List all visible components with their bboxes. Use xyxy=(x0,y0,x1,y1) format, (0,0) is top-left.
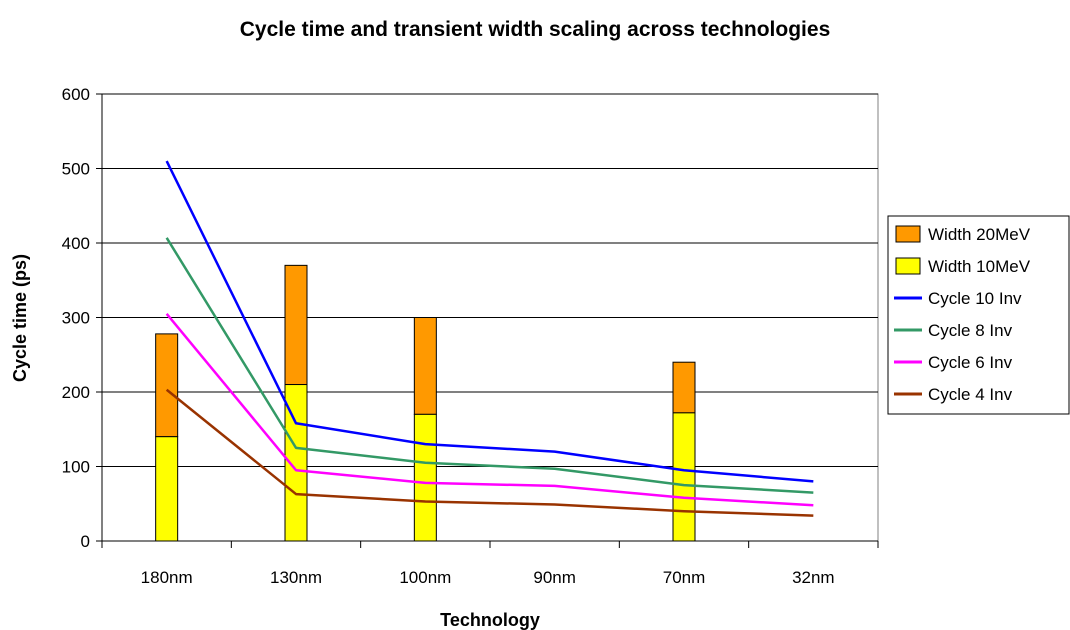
series-line-cycle-8-inv xyxy=(165,237,814,494)
series-line-cycle-10-inv xyxy=(165,160,814,483)
y-tick-label: 500 xyxy=(62,160,90,179)
series-line-cycle-6-inv xyxy=(165,312,814,507)
series-lines xyxy=(165,160,814,517)
chart-title: Cycle time and transient width scaling a… xyxy=(239,18,831,41)
bar-width-10mev xyxy=(413,413,437,542)
axes xyxy=(96,93,879,548)
legend-label: Cycle 6 Inv xyxy=(928,353,1013,372)
x-tick-label: 180nm xyxy=(141,568,193,587)
legend-label: Cycle 10 Inv xyxy=(928,289,1022,308)
bar-width-10mev xyxy=(672,412,696,542)
legend-label: Width 20MeV xyxy=(928,225,1031,244)
y-tick-label: 100 xyxy=(62,458,90,477)
bar-width-20mev xyxy=(672,361,696,414)
bar-width-20mev xyxy=(155,333,179,438)
legend-label: Cycle 4 Inv xyxy=(928,385,1013,404)
legend-swatch xyxy=(895,257,921,275)
tick-labels: 0 100 200 300 400 500 600 180nm 130nm 100nm 90nm 70… xyxy=(62,85,835,587)
y-axis-title: Cycle time (ps) xyxy=(10,254,30,382)
bar-width-20mev xyxy=(413,317,437,415)
x-tick-label: 130nm xyxy=(270,568,322,587)
y-tick-label: 300 xyxy=(62,309,90,328)
y-tick-label: 600 xyxy=(62,85,90,104)
bar-width-20mev xyxy=(284,264,308,386)
y-tick-label: 400 xyxy=(62,234,90,253)
y-tick-label: 200 xyxy=(62,383,90,402)
legend-label: Cycle 8 Inv xyxy=(928,321,1013,340)
bars xyxy=(155,264,696,542)
y-tick-label: 0 xyxy=(81,532,90,551)
x-tick-label: 70nm xyxy=(663,568,706,587)
legend-swatch xyxy=(895,225,921,243)
grid-lines xyxy=(101,93,879,542)
legend: Width 20MeV Width 10MeV Cycle 10 Inv Cycle … xyxy=(887,215,1070,415)
legend-box xyxy=(887,215,1070,415)
bar-width-10mev xyxy=(155,436,179,542)
x-tick-label: 100nm xyxy=(399,568,451,587)
x-tick-label: 90nm xyxy=(533,568,576,587)
legend-label: Width 10MeV xyxy=(928,257,1031,276)
series-line-cycle-4-inv xyxy=(165,388,814,517)
x-axis-title: Technology xyxy=(440,610,540,630)
x-tick-label: 32nm xyxy=(792,568,835,587)
